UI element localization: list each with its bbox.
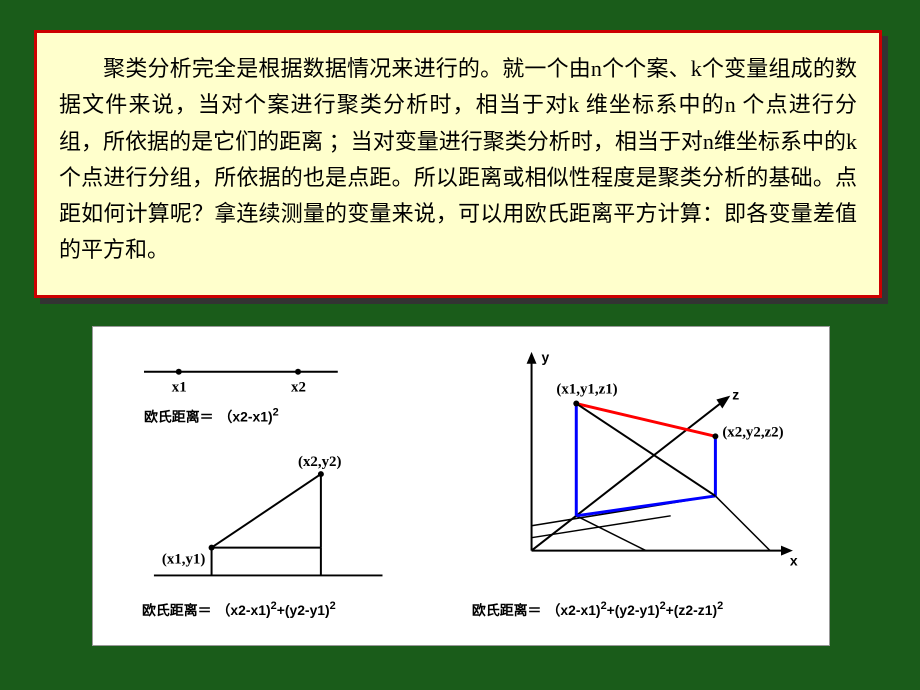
euclidean-diagram-container: x1 x2 欧氏距离＝ （x2-x1)2 (x1,y1) (x2,y2) 欧氏距… (92, 326, 830, 646)
diagram-2d: (x1,y1) (x2,y2) 欧氏距离＝ （x2-x1)2+(y2-y1)2 (142, 454, 382, 618)
formula-1d-expr: （x2-x1)2 (219, 406, 279, 424)
floor-edge-1 (532, 516, 577, 551)
floor-hline-1 (532, 516, 671, 538)
point-p2-2d (318, 471, 324, 477)
text-part-1: 聚类分析完全是根据数据情况来进行的。就一个由n个个案、k个变量组成的数据文件来说… (59, 56, 857, 262)
y-axis-label: y (541, 349, 549, 365)
diagram-1d: x1 x2 欧氏距离＝ （x2-x1)2 (144, 369, 338, 425)
point-x1 (176, 369, 182, 375)
x-axis-label: x (790, 553, 798, 569)
distance-red-line (576, 404, 715, 437)
formula-1d-label: 欧氏距离＝ (144, 408, 214, 424)
main-text-box: 聚类分析完全是根据数据情况来进行的。就一个由n个个案、k个变量组成的数据文件来说… (34, 30, 882, 298)
formula-3d-expr: （x2-x1)2+(y2-y1)2+(z2-z1)2 (546, 600, 723, 618)
point-x2 (295, 369, 301, 375)
formula-2d-expr: （x2-x1)2+(y2-y1)2 (217, 600, 336, 618)
formula-2d-label: 欧氏距离＝ (142, 602, 212, 618)
point-p1-2d (209, 545, 215, 551)
euclidean-diagrams-svg: x1 x2 欧氏距离＝ （x2-x1)2 (x1,y1) (x2,y2) 欧氏距… (93, 327, 829, 645)
x2-label: x2 (291, 380, 306, 396)
z-arrow (716, 396, 730, 409)
hypotenuse-2d (212, 474, 321, 548)
floor-drop-2 (715, 496, 770, 551)
x1-label: x1 (172, 380, 187, 396)
point-p2-3d (712, 433, 718, 439)
cluster-analysis-paragraph: 聚类分析完全是根据数据情况来进行的。就一个由n个个案、k个变量组成的数据文件来说… (59, 51, 857, 269)
diagram-3d: y x z (472, 349, 798, 618)
y-arrow (527, 352, 537, 364)
p2-label-3d: (x2,y2,z2) (722, 424, 783, 440)
p2-label-2d: (x2,y2) (298, 454, 341, 470)
p1-label-3d: (x1,y1,z1) (556, 382, 617, 398)
space-diag-black (576, 404, 715, 496)
point-p1-3d (573, 401, 579, 407)
formula-3d-label: 欧氏距离＝ (472, 602, 542, 618)
p1-label-2d: (x1,y1) (162, 552, 205, 568)
z-axis-label: z (732, 387, 739, 403)
